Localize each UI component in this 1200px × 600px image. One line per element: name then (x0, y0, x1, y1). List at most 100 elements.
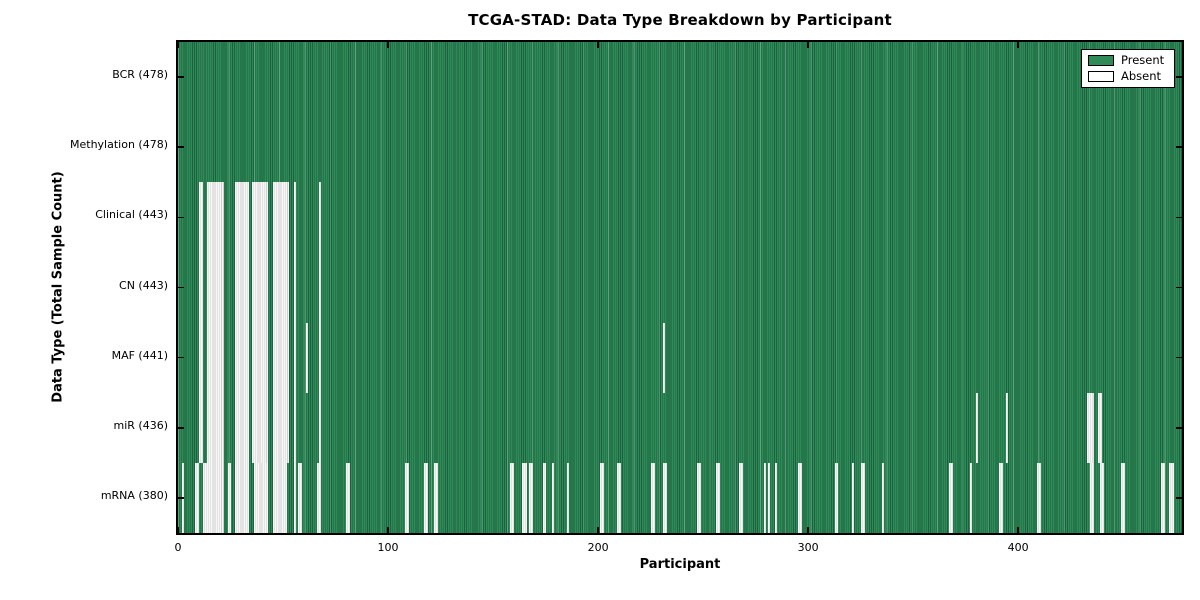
absent-stripe (1087, 392, 1094, 463)
absent-stripe (207, 322, 225, 393)
legend-swatch-present-icon (1088, 55, 1114, 66)
y-tick-mark (178, 497, 184, 499)
absent-stripe (272, 252, 290, 323)
absent-stripe (234, 252, 250, 323)
absent-stripe (251, 182, 269, 253)
absent-stripe (251, 322, 269, 393)
absent-stripe (207, 182, 225, 253)
legend-label-absent: Absent (1121, 69, 1162, 83)
y-tick-label-maf: MAF (441) (111, 348, 168, 362)
absent-stripe (797, 462, 802, 533)
absent-stripe (207, 252, 225, 323)
absent-stripe (522, 462, 527, 533)
absent-stripe (551, 462, 554, 533)
absent-stripe (318, 392, 321, 463)
y-tick-label-methylation: Methylation (478) (70, 138, 168, 152)
y-tick-label-mrna: mRNA (380) (100, 488, 168, 502)
absent-stripe (509, 462, 515, 533)
x-tick-mark (807, 527, 809, 533)
heatmap-row-bcr (178, 42, 1182, 114)
absent-stripe (663, 322, 666, 393)
absent-stripe (768, 462, 771, 533)
absent-stripe (272, 322, 290, 393)
absent-stripe (234, 322, 250, 393)
absent-stripe (272, 392, 290, 463)
absent-stripe (293, 182, 296, 253)
absent-stripe (293, 392, 296, 463)
x-tick-label-400: 400 (1007, 541, 1029, 554)
y-tick-label-cn: CN (443) (119, 278, 168, 292)
heatmap-row-maf (178, 322, 1182, 394)
legend: Present Absent (1081, 49, 1175, 88)
y-tick-mark (1176, 286, 1182, 289)
x-tick-label-100: 100 (377, 541, 399, 554)
y-tick-mark (1176, 497, 1182, 499)
y-tick-mark (1176, 76, 1182, 78)
absent-stripe (207, 462, 225, 533)
heatmap-row-cn (178, 252, 1182, 324)
absent-stripe (234, 182, 250, 253)
y-tick-label-clinical: Clinical (443) (95, 208, 168, 222)
absent-stripe (199, 392, 204, 463)
absent-stripe (600, 462, 605, 533)
absent-stripe (318, 252, 321, 323)
absent-stripe (318, 322, 321, 393)
absent-stripe (1169, 462, 1174, 533)
y-tick-mark (1176, 146, 1182, 148)
heatmap-row-methylation (178, 112, 1182, 184)
absent-stripe (1100, 462, 1105, 533)
x-tick-mark (1017, 42, 1019, 48)
y-tick-mark (178, 427, 184, 429)
x-axis-title: Participant (639, 557, 721, 572)
absent-stripe (999, 462, 1004, 533)
x-tick-label-0: 0 (174, 541, 182, 554)
absent-stripe (835, 462, 838, 533)
legend-item-absent: Absent (1088, 70, 1168, 83)
absent-stripe (1097, 392, 1103, 463)
absent-stripe (293, 462, 296, 533)
x-tick-label-300: 300 (797, 541, 819, 554)
absent-stripe (318, 182, 321, 253)
absent-stripe (423, 462, 428, 533)
chart-title: TCGA-STAD: Data Type Breakdown by Partic… (468, 11, 892, 29)
absent-stripe (764, 462, 767, 533)
legend-swatch-absent-icon (1088, 71, 1114, 82)
absent-stripe (293, 322, 296, 393)
absent-stripe (650, 462, 655, 533)
absent-stripe (272, 462, 288, 533)
y-tick-mark (178, 216, 184, 219)
absent-stripe (346, 462, 351, 533)
absent-stripe (1089, 462, 1094, 533)
y-tick-mark (178, 76, 184, 78)
legend-item-present: Present (1088, 54, 1168, 67)
y-tick-mark (1176, 216, 1182, 219)
absent-stripe (253, 462, 269, 533)
absent-stripe (306, 322, 309, 393)
absent-stripe (1005, 392, 1008, 463)
x-tick-mark (178, 42, 179, 48)
absent-stripe (207, 392, 225, 463)
absent-stripe (1121, 462, 1126, 533)
x-tick-mark (178, 527, 179, 533)
y-tick-label-mir: miR (436) (113, 418, 169, 432)
x-tick-mark (387, 527, 389, 533)
absent-stripe (543, 462, 546, 533)
absent-stripe (528, 462, 533, 533)
y-axis-title: Data Type (Total Sample Count) (50, 171, 66, 403)
absent-stripe (715, 462, 720, 533)
y-tick-mark (178, 356, 184, 359)
absent-stripe (860, 462, 865, 533)
y-tick-mark (178, 146, 184, 148)
absent-stripe (228, 462, 231, 533)
absent-stripe (199, 252, 204, 323)
absent-stripe (696, 462, 701, 533)
heatmap-row-clinical (178, 182, 1182, 254)
absent-stripe (234, 392, 250, 463)
absent-stripe (234, 462, 250, 533)
absent-stripe (203, 462, 208, 533)
x-tick-mark (597, 42, 599, 48)
absent-stripe (272, 182, 290, 253)
x-tick-mark (807, 42, 809, 48)
y-tick-mark (1176, 427, 1182, 429)
x-tick-mark (387, 42, 389, 48)
